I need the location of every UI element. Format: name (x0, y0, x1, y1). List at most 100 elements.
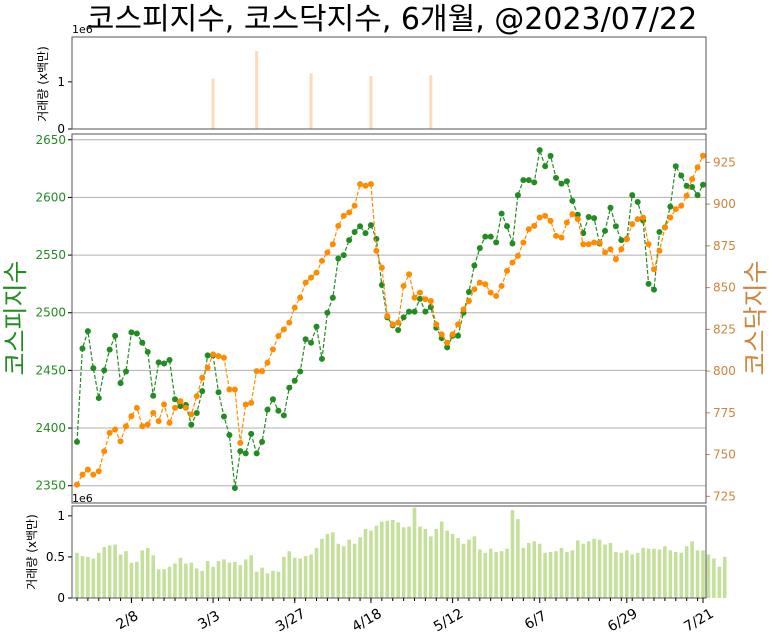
kospi-point (231, 485, 238, 492)
bottom-volume-bar (668, 550, 673, 598)
x-tick-label: 6/7 (522, 608, 550, 633)
kosdaq-point (525, 226, 532, 233)
kospi-point (493, 239, 500, 246)
kospi-point (237, 448, 244, 455)
kospi-point (422, 308, 429, 315)
kosdaq-point (378, 264, 385, 271)
kospi-point (340, 252, 347, 259)
kosdaq-point (678, 202, 685, 209)
kospi-point (269, 396, 276, 403)
kosdaq-point (596, 239, 603, 246)
bottom-volume-bar (194, 568, 199, 598)
bottom-y-tick-label: 0.5 (46, 550, 65, 564)
x-tick-label: 6/29 (605, 606, 640, 635)
bottom-volume-bar (124, 551, 128, 598)
kospi-point (133, 330, 140, 337)
kospi-point (531, 179, 538, 186)
top-volume-bar (369, 76, 373, 129)
kosdaq-point (427, 297, 434, 304)
kosdaq-point (210, 351, 217, 358)
kosdaq-point (351, 202, 358, 209)
kosdaq-point (389, 321, 396, 328)
y-left-tick-label: 2600 (35, 190, 66, 204)
kosdaq-point (591, 239, 598, 246)
top-y-axis-label: 거래량 (x백만) (36, 46, 50, 121)
kosdaq-point (226, 386, 233, 393)
kosdaq-point (324, 249, 331, 256)
bottom-volume-bar (167, 566, 172, 598)
kosdaq-point (465, 297, 472, 304)
y-left-axis-label: 코스피지수 (1, 260, 30, 375)
kosdaq-point (640, 214, 647, 221)
bottom-volume-bar (537, 543, 542, 598)
bottom-volume-bar (211, 566, 215, 598)
bottom-volume-bar (222, 559, 226, 598)
bottom-volume-bar (336, 543, 341, 598)
kospi-point (607, 204, 614, 211)
kosdaq-point (569, 211, 576, 218)
kosdaq-point (433, 321, 440, 328)
bottom-volume-bar (75, 552, 79, 598)
bottom-volume-bar (510, 510, 515, 598)
y-right-tick-label: 900 (713, 197, 736, 211)
bottom-volume-bar (712, 558, 716, 598)
kosdaq-point (275, 333, 282, 340)
bottom-volume-bar (184, 563, 188, 598)
kospi-point (634, 199, 641, 206)
top-volume-bar (211, 78, 215, 129)
bottom-volume-bar (630, 554, 635, 598)
bottom-volume-bar (478, 549, 482, 598)
kospi-point (79, 345, 86, 352)
kosdaq-point (384, 312, 391, 319)
x-tick-label: 7/21 (681, 606, 716, 635)
kospi-point (656, 229, 663, 236)
bottom-volume-bar (151, 555, 156, 598)
kospi-point (553, 174, 560, 181)
kospi-point (667, 203, 674, 210)
bottom-volume-bar (265, 573, 270, 598)
kosdaq-point (362, 182, 369, 189)
kospi-point (90, 365, 97, 372)
bottom-volume-bar (91, 558, 96, 598)
kospi-point (248, 430, 255, 437)
bottom-volume-bar (603, 544, 607, 598)
kospi-point (542, 163, 549, 170)
kospi-point (498, 210, 505, 217)
kospi-point (117, 380, 124, 387)
bottom-volume-bar (178, 557, 183, 598)
kospi-point (188, 421, 195, 428)
kosdaq-point (542, 212, 549, 219)
kosdaq-point (574, 216, 581, 223)
bottom-volume-bar (238, 565, 243, 598)
top-scale-label: 1e6 (72, 23, 93, 36)
kosdaq-point (482, 281, 489, 288)
bottom-volume-bar (532, 541, 537, 598)
kosdaq-point (155, 418, 162, 425)
kospi-point (112, 332, 119, 339)
kospi-point (226, 431, 233, 438)
kosdaq-point (117, 438, 124, 445)
bottom-volume-bar (690, 541, 694, 598)
kosdaq-point (460, 306, 467, 313)
bottom-scale-label: 1e6 (72, 492, 93, 505)
kospi-point (362, 230, 369, 237)
bottom-volume-bar (608, 542, 613, 598)
top-volume-bar (255, 51, 259, 129)
kospi-point (411, 308, 418, 315)
bottom-volume-bar (309, 554, 313, 598)
kospi-point (166, 357, 173, 364)
bottom-volume-bar (314, 547, 319, 598)
kosdaq-point (449, 331, 456, 338)
kospi-point (455, 332, 462, 339)
y-right-tick-label: 750 (713, 448, 736, 462)
bottom-volume-bar (565, 552, 569, 598)
kosdaq-point (487, 289, 494, 296)
kosdaq-point (547, 217, 554, 224)
bottom-volume-bar (663, 546, 667, 598)
kospi-point (406, 308, 413, 315)
kospi-point (509, 240, 516, 247)
kospi-point (574, 211, 581, 218)
kosdaq-point (504, 267, 511, 274)
bottom-volume-bar (548, 552, 553, 598)
